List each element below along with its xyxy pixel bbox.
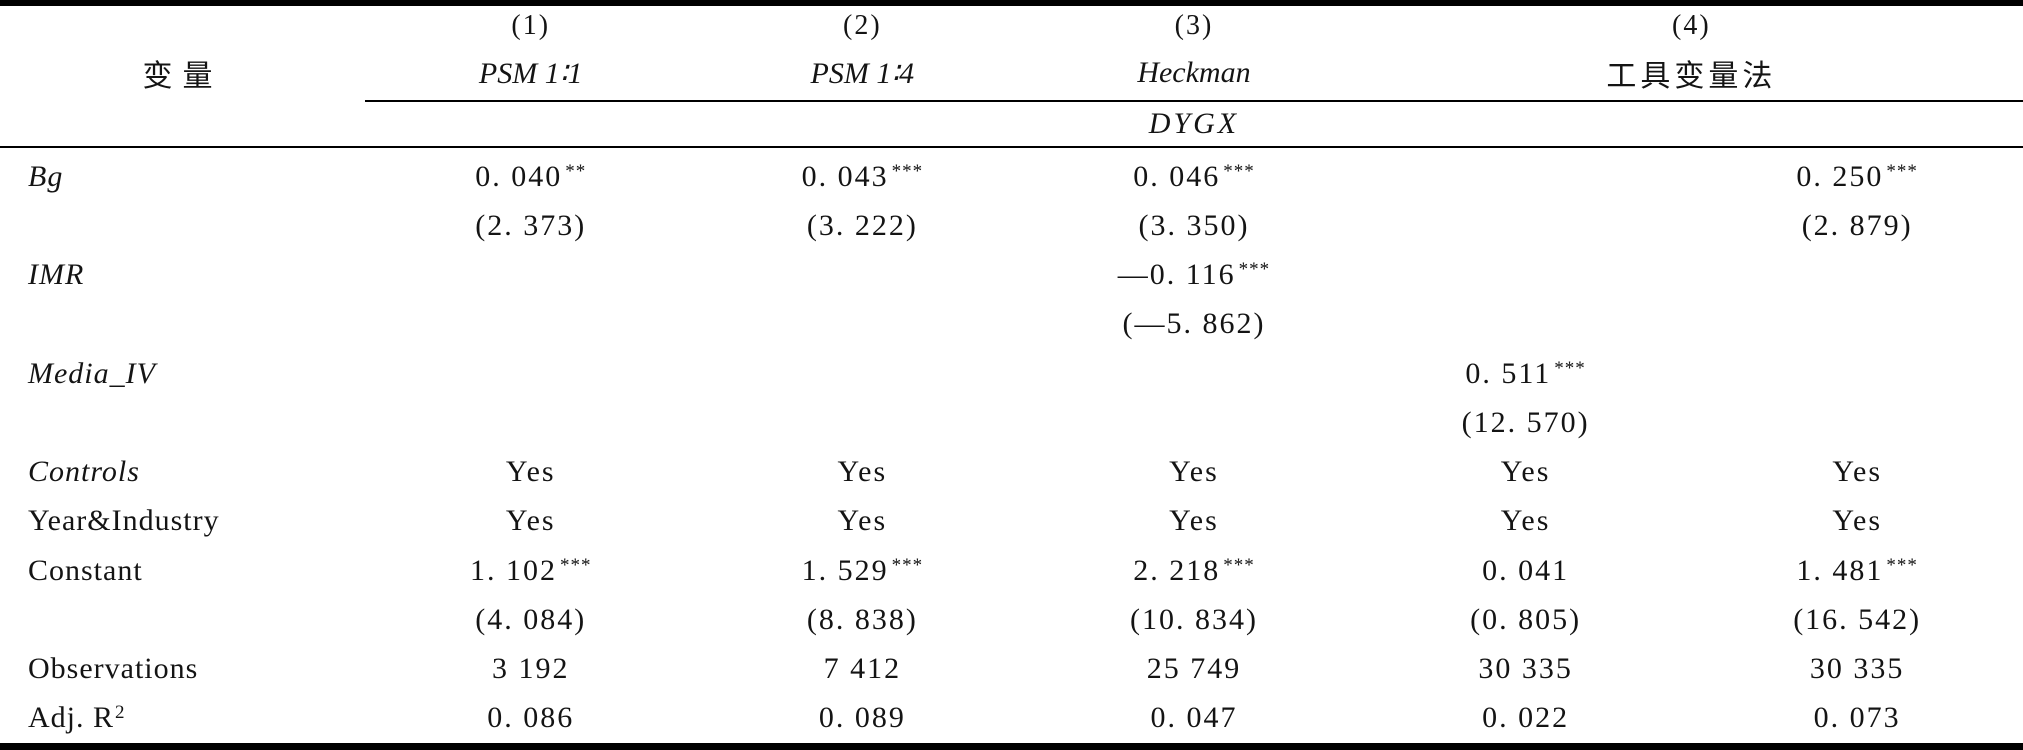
table-cell: (2. 879): [1801, 208, 1913, 242]
model-header-psm-1-4: PSM 1∶4: [810, 56, 915, 90]
model-header-heckman: Heckman: [1137, 56, 1251, 89]
table-cell: 3 192: [491, 652, 570, 686]
table-cell: (12. 570): [1461, 405, 1590, 439]
table-row: Observations 3 192 7 412 25 749 30 335 30 335: [0, 645, 2023, 694]
table-cell: 30 335: [1478, 652, 1573, 686]
table-cell: 0. 086: [487, 701, 575, 735]
table-cell: 1. 529 ***: [801, 553, 924, 587]
table-cell: 1. 102 ***: [469, 553, 592, 587]
table-cell: Yes: [505, 504, 556, 538]
row-label: Bg: [28, 159, 64, 193]
header-col-3: (3): [1174, 10, 1214, 41]
table-cell: (3. 350): [1138, 208, 1250, 242]
table-cell: Yes: [1500, 455, 1551, 489]
table-cell: Yes: [837, 455, 888, 489]
table-cell: (10. 834): [1129, 602, 1258, 636]
dependent-variable-label: DYGX: [1148, 107, 1240, 140]
table-row: (2. 373) (3. 222) (3. 350) (2. 879): [0, 201, 2023, 250]
table-top-rule: [0, 0, 2023, 6]
table-row: Year&Industry Yes Yes Yes Yes Yes: [0, 497, 2023, 546]
table-cell: 2. 218 ***: [1133, 553, 1255, 587]
table-row: Media_IV 0. 511 ***: [0, 349, 2023, 398]
table-cell: (4. 084): [475, 602, 587, 636]
header-body-divider: [0, 146, 2023, 148]
table-cell: Yes: [1832, 504, 1882, 538]
table-cell: (—5. 862): [1122, 307, 1266, 341]
row-label: Constant: [28, 553, 143, 587]
row-label: Year&Industry: [28, 504, 220, 538]
table-cell: 30 335: [1809, 652, 1905, 686]
table-cell: 0. 047: [1150, 701, 1238, 735]
row-label: Adj. R2: [28, 701, 126, 735]
table-cell: 0. 043 ***: [801, 159, 924, 193]
table-cell: 1. 481 ***: [1796, 553, 1918, 587]
table-body: Bg 0. 040 ** 0. 043 *** 0. 046 *** 0. 250 *** (2.…: [0, 148, 2023, 743]
table-cell: (2. 373): [475, 208, 587, 242]
row-label: IMR: [28, 258, 85, 292]
table-cell: 0. 041: [1482, 553, 1570, 587]
table-cell: 0. 250 ***: [1796, 159, 1918, 193]
table-cell: 7 412: [823, 652, 902, 686]
table-row: Adj. R2 0. 086 0. 089 0. 047 0. 022 0. 073: [0, 694, 2023, 743]
header-row-column-numbers: (1) (2) (3) (4): [0, 6, 2023, 46]
table-cell: 0. 089: [818, 701, 906, 735]
table-cell: Yes: [505, 455, 556, 489]
table-bottom-rule: [0, 743, 2023, 750]
table-cell: (8. 838): [806, 602, 918, 636]
variable-column-header: 变量: [142, 60, 223, 93]
header-col-2: (2): [843, 10, 882, 41]
table-row: Controls Yes Yes Yes Yes Yes: [0, 448, 2023, 497]
row-label: Media_IV: [28, 356, 156, 390]
table-cell: Yes: [837, 504, 888, 538]
table-cell: 0. 046 ***: [1133, 159, 1255, 193]
table-cell: 0. 022: [1482, 701, 1570, 735]
table-row: (4. 084) (8. 838) (10. 834) (0. 805) (16. 54…: [0, 595, 2023, 644]
table-cell: 25 749: [1146, 652, 1242, 686]
header-col-1: (1): [511, 10, 551, 41]
table-cell: 0. 073: [1813, 701, 1901, 735]
table-content: (1) (2) (3) (4) 变量 PSM 1∶1 PSM 1∶4 Heckm…: [0, 6, 2023, 743]
table-row: (—5. 862): [0, 300, 2023, 349]
table-cell: (3. 222): [806, 208, 918, 242]
table-row: IMR —0. 116 ***: [0, 251, 2023, 300]
dependent-variable-row: DYGX: [0, 102, 2023, 146]
table-cell: (16. 542): [1793, 602, 1922, 636]
model-header-underline: [364, 100, 2023, 102]
table-row: Constant 1. 102 *** 1. 529 *** 2. 218 *** 0. 04…: [0, 546, 2023, 595]
table-cell: Yes: [1169, 504, 1219, 538]
model-header-iv-method: 工具变量法: [1606, 60, 1777, 93]
table-cell: Yes: [1832, 455, 1882, 489]
header-row-models: 变量 PSM 1∶1 PSM 1∶4 Heckman 工具变量法: [0, 46, 2023, 100]
table-row: (12. 570): [0, 398, 2023, 447]
table-cell: 0. 040 **: [475, 159, 587, 193]
table-cell: Yes: [1500, 504, 1551, 538]
table-cell: 0. 511 ***: [1465, 356, 1586, 390]
row-label: Controls: [28, 455, 140, 489]
table-cell: —0. 116 ***: [1117, 258, 1271, 292]
table-cell: Yes: [1169, 455, 1219, 489]
row-label: Observations: [28, 652, 199, 686]
header-col-4: (4): [1672, 10, 1711, 41]
table-cell: (0. 805): [1470, 602, 1582, 636]
model-header-psm-1-1: PSM 1∶1: [478, 56, 583, 90]
table-row: Bg 0. 040 ** 0. 043 *** 0. 046 *** 0. 250 ***: [0, 152, 2023, 201]
